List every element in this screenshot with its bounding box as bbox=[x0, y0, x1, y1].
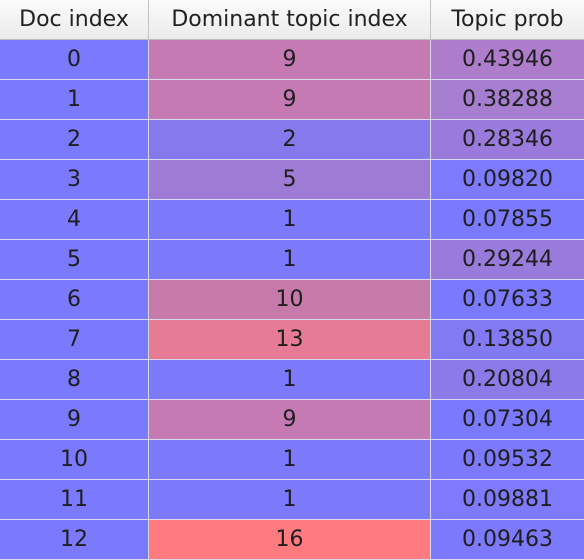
table-row[interactable]: 12 16 0.09463 bbox=[0, 520, 584, 560]
cell-dominant-topic-index[interactable]: 1 bbox=[149, 360, 431, 400]
cell-dominant-topic-index[interactable]: 9 bbox=[149, 80, 431, 120]
cell-dominant-topic-index[interactable]: 1 bbox=[149, 440, 431, 480]
cell-doc-index[interactable]: 3 bbox=[0, 160, 149, 200]
header-topic-prob[interactable]: Topic prob bbox=[451, 7, 564, 32]
table-row[interactable]: 9 9 0.07304 bbox=[0, 400, 584, 440]
table-row[interactable]: 8 1 0.20804 bbox=[0, 360, 584, 400]
table-row[interactable]: 2 2 0.28346 bbox=[0, 120, 584, 160]
table-body: 0 9 0.43946 1 9 0.38288 2 2 0.28346 3 5 0.09820 4 1 0.… bbox=[0, 40, 584, 560]
cell-doc-index[interactable]: 11 bbox=[0, 480, 149, 520]
cell-topic-prob[interactable]: 0.28346 bbox=[431, 120, 584, 160]
cell-doc-index[interactable]: 1 bbox=[0, 80, 149, 120]
cell-dominant-topic-index[interactable]: 1 bbox=[149, 480, 431, 520]
cell-topic-prob[interactable]: 0.07304 bbox=[431, 400, 584, 440]
cell-dominant-topic-index[interactable]: 1 bbox=[149, 200, 431, 240]
cell-topic-prob[interactable]: 0.09463 bbox=[431, 520, 584, 560]
table-row[interactable]: 3 5 0.09820 bbox=[0, 160, 584, 200]
cell-dominant-topic-index[interactable]: 9 bbox=[149, 400, 431, 440]
cell-topic-prob[interactable]: 0.09820 bbox=[431, 160, 584, 200]
cell-doc-index[interactable]: 5 bbox=[0, 240, 149, 280]
cell-doc-index[interactable]: 2 bbox=[0, 120, 149, 160]
cell-doc-index[interactable]: 0 bbox=[0, 40, 149, 80]
table-row[interactable]: 7 13 0.13850 bbox=[0, 320, 584, 360]
cell-topic-prob[interactable]: 0.09881 bbox=[431, 480, 584, 520]
cell-dominant-topic-index[interactable]: 5 bbox=[149, 160, 431, 200]
table-header: Doc index Dominant topic index Topic pro… bbox=[0, 0, 584, 40]
cell-dominant-topic-index[interactable]: 1 bbox=[149, 240, 431, 280]
cell-topic-prob[interactable]: 0.07855 bbox=[431, 200, 584, 240]
cell-doc-index[interactable]: 12 bbox=[0, 520, 149, 560]
cell-dominant-topic-index[interactable]: 16 bbox=[149, 520, 431, 560]
table-row[interactable]: 1 9 0.38288 bbox=[0, 80, 584, 120]
cell-dominant-topic-index[interactable]: 2 bbox=[149, 120, 431, 160]
table-row[interactable]: 6 10 0.07633 bbox=[0, 280, 584, 320]
cell-doc-index[interactable]: 6 bbox=[0, 280, 149, 320]
cell-topic-prob[interactable]: 0.07633 bbox=[431, 280, 584, 320]
table-row[interactable]: 10 1 0.09532 bbox=[0, 440, 584, 480]
cell-dominant-topic-index[interactable]: 9 bbox=[149, 40, 431, 80]
cell-topic-prob[interactable]: 0.29244 bbox=[431, 240, 584, 280]
cell-dominant-topic-index[interactable]: 10 bbox=[149, 280, 431, 320]
cell-topic-prob[interactable]: 0.09532 bbox=[431, 440, 584, 480]
cell-doc-index[interactable]: 4 bbox=[0, 200, 149, 240]
cell-topic-prob[interactable]: 0.13850 bbox=[431, 320, 584, 360]
cell-topic-prob[interactable]: 0.20804 bbox=[431, 360, 584, 400]
cell-doc-index[interactable]: 7 bbox=[0, 320, 149, 360]
table-row[interactable]: 0 9 0.43946 bbox=[0, 40, 584, 80]
table-row[interactable]: 4 1 0.07855 bbox=[0, 200, 584, 240]
cell-topic-prob[interactable]: 0.43946 bbox=[431, 40, 584, 80]
table-row[interactable]: 11 1 0.09881 bbox=[0, 480, 584, 520]
header-doc-index[interactable]: Doc index bbox=[0, 0, 149, 39]
header-dominant-topic-index[interactable]: Dominant topic index bbox=[149, 0, 431, 39]
table-row[interactable]: 5 1 0.29244 bbox=[0, 240, 584, 280]
cell-doc-index[interactable]: 10 bbox=[0, 440, 149, 480]
cell-dominant-topic-index[interactable]: 13 bbox=[149, 320, 431, 360]
cell-doc-index[interactable]: 9 bbox=[0, 400, 149, 440]
cell-doc-index[interactable]: 8 bbox=[0, 360, 149, 400]
cell-topic-prob[interactable]: 0.38288 bbox=[431, 80, 584, 120]
